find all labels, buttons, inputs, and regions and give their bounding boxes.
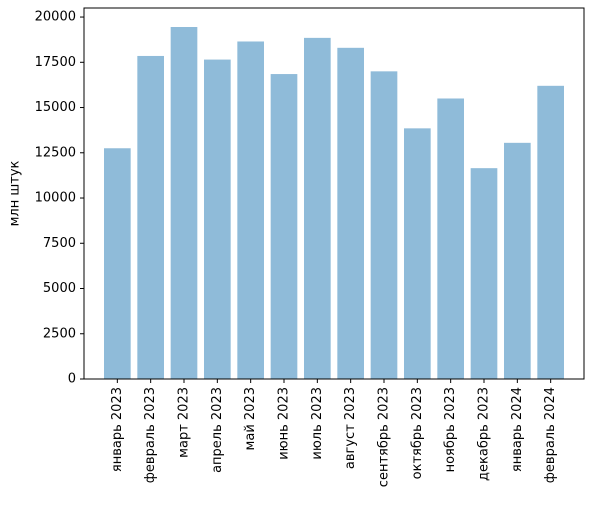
- x-tick-label: март 2023: [177, 387, 192, 458]
- y-axis-label: млн штук: [8, 160, 23, 226]
- bar: [370, 71, 398, 379]
- bar: [137, 55, 164, 380]
- bar: [270, 74, 298, 380]
- bar: [504, 142, 531, 379]
- y-axis: 0 2500 5000 7500 10000 12500 15000 17500 20000: [35, 10, 84, 387]
- y-tick-label: 17500: [35, 55, 76, 70]
- bar: [104, 148, 131, 379]
- x-tick-label: январь 2023: [110, 387, 125, 472]
- bar: [470, 168, 498, 379]
- y-tick-label: 7500: [43, 236, 76, 251]
- x-tick-label: сентябрь 2023: [377, 387, 392, 487]
- bar: [337, 47, 364, 379]
- y-tick-label: 2500: [43, 326, 76, 341]
- x-tick-label: январь 2024: [510, 387, 525, 472]
- bar: [170, 27, 198, 379]
- y-tick-label: 15000: [35, 100, 76, 115]
- bar: [437, 98, 464, 380]
- bar: [237, 41, 264, 379]
- y-tick-label: 0: [68, 372, 76, 387]
- bars-group: [104, 27, 564, 380]
- x-tick-label: февраль 2023: [143, 387, 158, 483]
- y-tick-label: 20000: [35, 10, 76, 25]
- bar: [204, 59, 231, 379]
- x-tick-label: июнь 2023: [277, 387, 292, 460]
- x-tick-label: октябрь 2023: [410, 387, 425, 479]
- bar: [404, 128, 431, 379]
- x-tick-label: июль 2023: [310, 387, 325, 460]
- x-tick-label: май 2023: [243, 387, 258, 450]
- x-tick-label: февраль 2024: [543, 387, 558, 483]
- y-tick-label: 12500: [35, 145, 76, 160]
- x-tick-label: декабрь 2023: [477, 387, 492, 481]
- x-axis: январь 2023 февраль 2023 март 2023 апрель 2…: [110, 379, 558, 487]
- bar: [537, 85, 564, 379]
- plot-frame: [83, 7, 585, 380]
- y-tick-label: 5000: [43, 281, 76, 296]
- bar: [304, 37, 331, 380]
- y-tick-label: 10000: [35, 191, 76, 206]
- x-tick-label: ноябрь 2023: [443, 387, 458, 472]
- x-tick-label: август 2023: [343, 387, 358, 469]
- x-tick-label: апрель 2023: [210, 387, 225, 473]
